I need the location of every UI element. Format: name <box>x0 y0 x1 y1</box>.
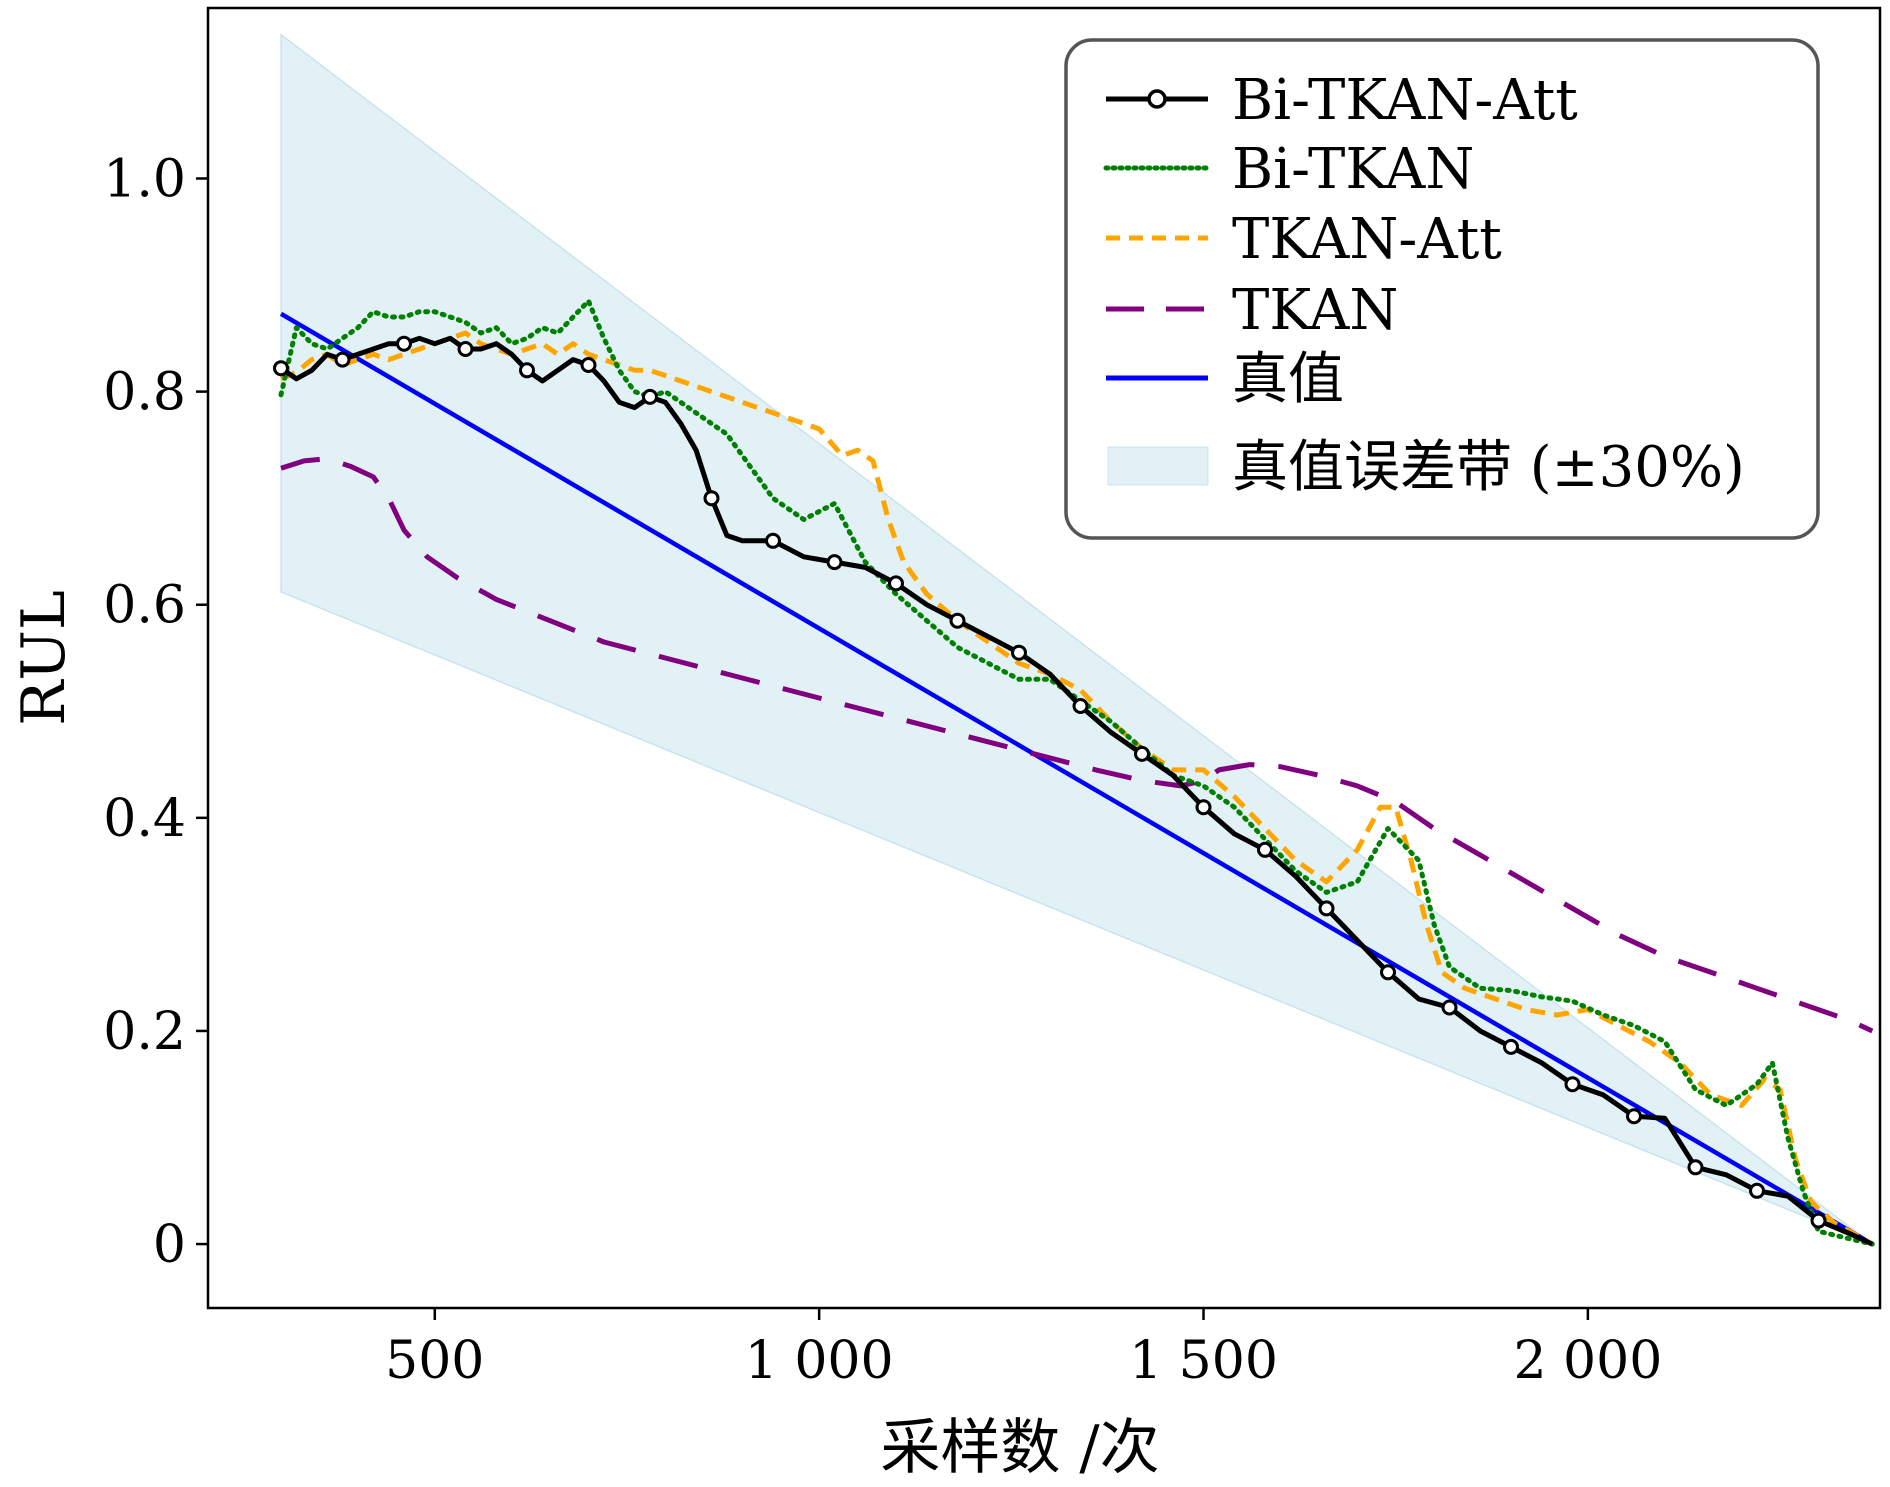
y-tick-label: 0.4 <box>103 789 186 849</box>
data-point-marker <box>1195 799 1212 816</box>
data-point-marker <box>1749 1182 1765 1199</box>
legend-label-true-value: 真值 <box>1232 347 1344 412</box>
series-line-bi-tkan-att <box>279 335 1874 1247</box>
data-point-marker <box>1318 900 1335 917</box>
y-axis-label: RUL <box>9 590 79 726</box>
y-tick-label: 0 <box>153 1215 186 1275</box>
data-point-marker <box>888 575 904 592</box>
data-point-marker <box>580 357 597 373</box>
data-point-marker <box>826 554 843 571</box>
legend-frame <box>1064 38 1820 540</box>
legend-marker-bi-tkan-att <box>1147 89 1167 109</box>
series-line-true-value <box>279 311 1874 1247</box>
legend-entry-bi-tkan: Bi-TKAN <box>1103 137 1474 202</box>
data-point-marker <box>1810 1212 1827 1229</box>
data-point-marker <box>1626 1108 1642 1125</box>
data-point-marker <box>1257 841 1273 858</box>
y-tick-label: 0.2 <box>103 1002 186 1062</box>
legend-entry-true-value: 真值 <box>1106 347 1344 412</box>
x-tick-label: 1 000 <box>745 1331 894 1391</box>
legend-label-tkan-att: TKAN-Att <box>1232 207 1502 272</box>
data-point-marker <box>1380 964 1396 981</box>
data-point-marker <box>703 490 720 507</box>
x-tick-label: 1 500 <box>1129 1331 1278 1391</box>
legend-entry-tkan: TKAN <box>1106 278 1398 343</box>
legend-entry-bi-tkan-att: Bi-TKAN-Att <box>1106 68 1578 133</box>
y-tick-label: 1.0 <box>103 149 186 209</box>
data-point-marker <box>273 360 289 377</box>
data-point-marker <box>457 341 474 357</box>
y-tick-label: 0.6 <box>103 576 186 636</box>
data-point-marker <box>765 532 781 549</box>
series-line-bi-tkan <box>278 298 1875 1247</box>
data-point-marker <box>642 388 658 405</box>
data-point-marker <box>1503 1038 1519 1055</box>
legend-label-bi-tkan: Bi-TKAN <box>1232 137 1474 202</box>
x-tick-label: 2 000 <box>1513 1331 1662 1391</box>
legend-entry-error-band: 真值误差带 (±30%) <box>1107 435 1745 500</box>
legend-entry-tkan-att: TKAN-Att <box>1106 207 1502 272</box>
data-point-marker <box>1441 999 1458 1016</box>
legend-label-error-band: 真值误差带 (±30%) <box>1232 435 1745 500</box>
legend: Bi-TKAN-Att Bi-TKAN TKAN-Att TKAN 真值 真值误… <box>1064 38 1820 540</box>
legend-label-bi-tkan-att: Bi-TKAN-Att <box>1232 68 1578 133</box>
marker-layer <box>273 335 1827 1229</box>
data-point-marker <box>1564 1076 1581 1093</box>
x-axis: 500 1 000 1 500 2 000 <box>385 1308 1662 1391</box>
x-tick-label: 500 <box>385 1331 484 1391</box>
series-layer <box>278 298 1875 1247</box>
data-point-marker <box>519 362 535 379</box>
series-line-tkan <box>280 456 1874 1034</box>
data-point-marker <box>949 612 966 629</box>
data-point-marker <box>1072 698 1089 714</box>
data-point-marker <box>1011 644 1027 661</box>
legend-label-tkan: TKAN <box>1232 278 1398 343</box>
data-point-marker <box>1687 1159 1704 1176</box>
y-axis: 0 0.2 0.4 0.6 0.8 1.0 <box>103 149 208 1275</box>
y-tick-label: 0.8 <box>103 363 186 423</box>
x-axis-label: 采样数 /次 <box>880 1413 1159 1483</box>
data-point-marker <box>1134 745 1150 762</box>
data-point-marker <box>334 351 351 368</box>
legend-swatch-error-band <box>1107 446 1209 486</box>
data-point-marker <box>396 335 412 352</box>
